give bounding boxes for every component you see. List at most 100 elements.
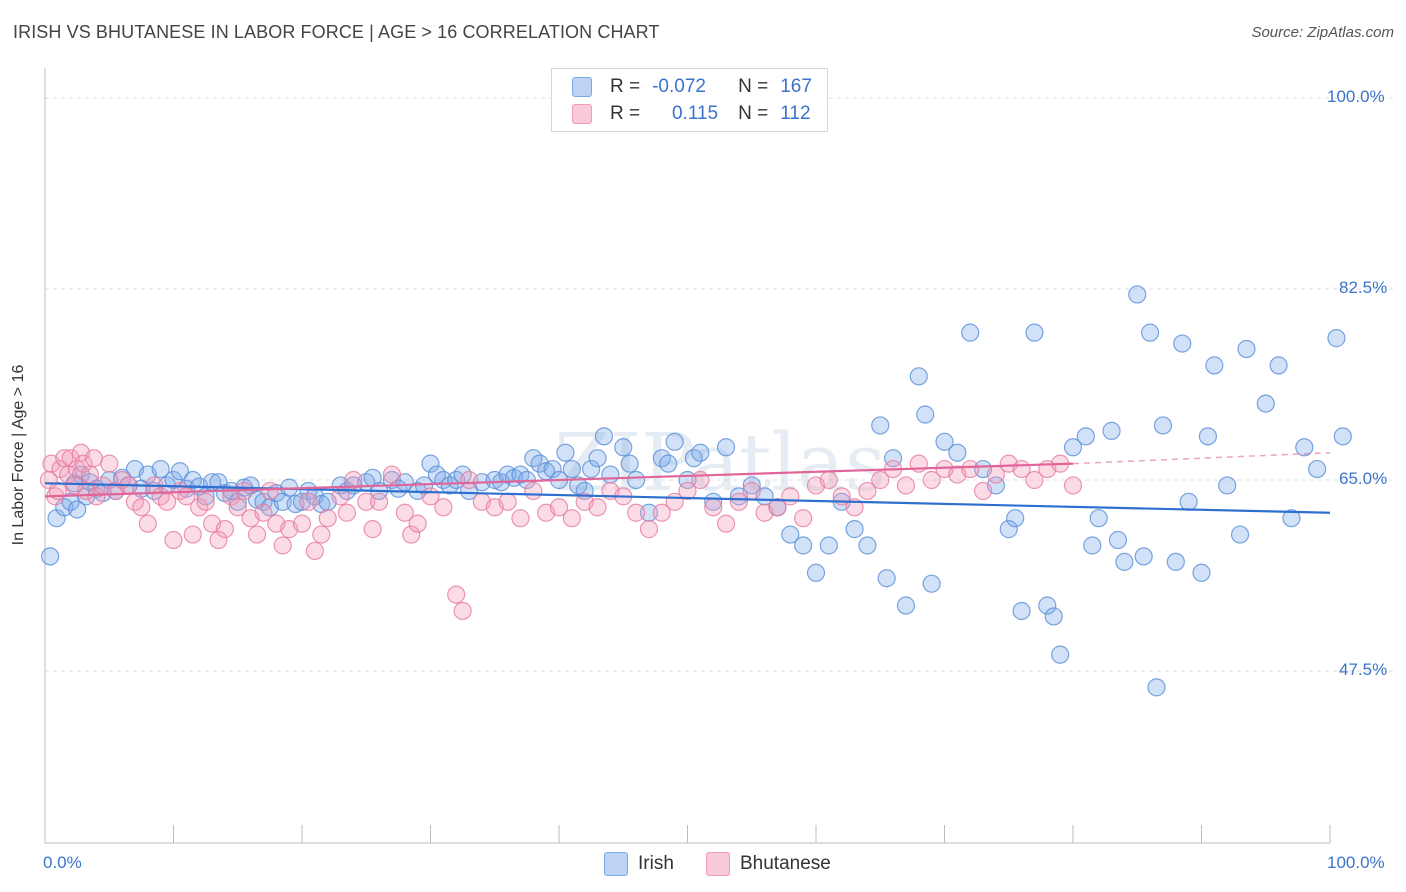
data-point-bhutanese (678, 481, 697, 501)
data-point-irish (1044, 607, 1063, 626)
data-point-bhutanese (691, 470, 710, 490)
legend-n-label: N = (738, 103, 769, 124)
data-point-irish (1115, 552, 1134, 571)
data-point-bhutanese (871, 470, 890, 490)
legend-r-label: R = (610, 76, 641, 97)
data-point-irish (620, 454, 639, 473)
data-point-bhutanese (434, 498, 453, 517)
legend-row-irish: R = -0.072 N = 167 (572, 75, 812, 99)
data-point-irish (845, 520, 864, 539)
data-point-bhutanese (973, 481, 993, 501)
y-tick-label: 47.5% (1339, 660, 1388, 679)
data-point-irish (1076, 427, 1095, 446)
legend-r-value: -0.072 (652, 76, 706, 97)
data-point-irish (1083, 536, 1102, 555)
data-point-bhutanese (858, 481, 877, 501)
correlation-legend: R = -0.072 N = 167 R = 0.115 N = 112 (551, 68, 828, 132)
data-point-irish (1205, 356, 1224, 375)
bottom-legend-bhutanese: Bhutanese (706, 852, 831, 876)
data-point-bhutanese (453, 601, 472, 621)
data-point-irish (948, 443, 967, 462)
data-point-irish (1134, 547, 1153, 566)
data-point-irish (421, 454, 440, 473)
data-point-irish (1102, 421, 1121, 440)
data-point-irish (1108, 530, 1128, 550)
legend-swatch-irish (572, 77, 592, 97)
y-axis-label: In Labor Force | Age > 16 (10, 364, 27, 546)
legend-n-value: 167 (780, 76, 812, 97)
data-point-irish (896, 596, 916, 615)
data-point-bhutanese (164, 530, 183, 550)
data-point-bhutanese (1025, 470, 1044, 490)
data-point-irish (68, 500, 87, 519)
data-point-bhutanese (768, 498, 787, 517)
data-point-irish (909, 367, 928, 386)
data-point-bhutanese (562, 509, 581, 528)
data-point-irish (588, 449, 607, 468)
data-point-bhutanese (459, 470, 479, 490)
data-point-bhutanese (138, 514, 157, 533)
data-point-irish (1230, 525, 1250, 544)
data-point-bhutanese (299, 492, 318, 511)
data-point-irish (1153, 416, 1173, 435)
data-point-bhutanese (781, 487, 800, 506)
data-point-irish (1051, 645, 1070, 664)
data-point-irish (871, 416, 890, 435)
data-point-irish (922, 574, 941, 593)
data-point-bhutanese (363, 520, 382, 539)
data-point-irish (1128, 285, 1147, 304)
data-point-bhutanese (704, 498, 723, 517)
data-point-irish (665, 432, 684, 451)
data-point-irish (659, 454, 678, 473)
data-point-bhutanese (357, 492, 376, 511)
data-point-irish (1166, 552, 1185, 571)
data-point-bhutanese (132, 498, 151, 517)
data-point-bhutanese (247, 525, 267, 544)
data-point-irish (151, 459, 170, 479)
data-point-bhutanese (84, 449, 103, 468)
bottom-legend-irish: Irish (604, 852, 674, 876)
data-point-bhutanese (100, 454, 119, 473)
watermark: ZIPatlas (554, 416, 886, 509)
data-point-irish (1327, 329, 1346, 348)
legend-swatch-irish (604, 852, 628, 876)
data-point-bhutanese (305, 541, 324, 561)
data-point-irish (1006, 509, 1025, 528)
data-point-irish (1256, 394, 1275, 413)
data-point-bhutanese (337, 503, 357, 522)
data-point-bhutanese (819, 470, 838, 490)
data-point-irish (170, 462, 190, 481)
data-point-bhutanese (639, 520, 659, 539)
data-point-bhutanese (318, 509, 337, 528)
data-point-irish (806, 563, 826, 582)
source-label: Source: ZipAtlas.com (1251, 24, 1394, 41)
data-point-irish (916, 405, 935, 424)
data-point-bhutanese (292, 514, 312, 533)
data-point-bhutanese (498, 492, 517, 511)
data-point-irish (1192, 563, 1211, 582)
y-tick-label: 100.0% (1327, 87, 1385, 106)
legend-n-label: N = (738, 76, 769, 97)
data-point-bhutanese (511, 509, 530, 528)
data-point-bhutanese (228, 498, 247, 517)
data-point-irish (1173, 334, 1192, 353)
data-point-bhutanese (922, 470, 941, 490)
data-point-irish (1179, 492, 1198, 511)
data-point-irish (601, 465, 620, 484)
data-point-irish (582, 459, 601, 479)
data-point-irish (1282, 509, 1301, 528)
data-point-bhutanese (87, 487, 106, 506)
data-point-bhutanese (549, 498, 569, 517)
x-tick-label: 100.0% (1327, 853, 1385, 872)
data-point-bhutanese (794, 509, 813, 528)
data-point-bhutanese (395, 503, 414, 522)
data-point-bhutanese (215, 520, 234, 539)
data-point-irish (1333, 427, 1352, 446)
data-point-bhutanese (312, 525, 331, 544)
data-point-irish (639, 503, 659, 522)
legend-swatch-bhutanese (706, 852, 730, 876)
data-point-bhutanese (652, 503, 671, 522)
data-point-irish (999, 520, 1018, 539)
data-point-irish (1198, 427, 1218, 446)
